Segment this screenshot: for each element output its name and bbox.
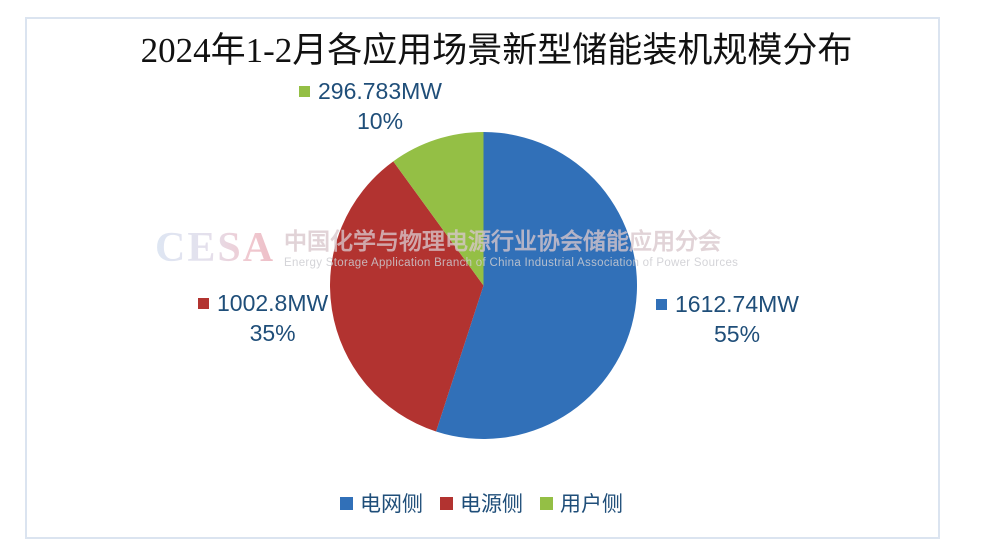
chart-frame (25, 17, 940, 539)
legend-item-user-side: 用户侧 (540, 490, 623, 516)
legend-label: 用户侧 (560, 492, 623, 516)
data-label-user-side: 296.783MW 10% (299, 78, 442, 135)
pie-slice-电网侧 (436, 132, 637, 439)
data-label-value: 1002.8MW (217, 290, 329, 316)
power-side-marker-icon (198, 298, 209, 309)
legend-label: 电源侧 (460, 492, 523, 516)
data-label-value: 296.783MW (318, 78, 443, 104)
legend: 电网侧 电源侧 用户侧 (25, 490, 938, 516)
pie-slice-电源侧 (330, 161, 484, 432)
legend-item-power-side: 电源侧 (440, 490, 523, 516)
data-label-percent: 55% (713, 321, 761, 347)
data-label-power-side: 1002.8MW 35% (198, 290, 328, 347)
data-label-row: 296.783MW (299, 78, 442, 105)
data-label-row: 1002.8MW (198, 290, 328, 317)
chart-title: 2024年1-2月各应用场景新型储能装机规模分布 (140, 31, 853, 70)
pie-chart (330, 132, 637, 439)
grid-side-marker-icon (656, 299, 667, 310)
legend-label: 电网侧 (360, 492, 423, 516)
legend-marker-icon (440, 496, 453, 510)
data-label-percent: 10% (356, 108, 404, 134)
data-label-grid-side: 1612.74MW 55% (656, 291, 799, 348)
data-label-value: 1612.74MW (675, 291, 800, 317)
legend-marker-icon (540, 496, 553, 510)
data-label-row: 1612.74MW (656, 291, 799, 318)
data-label-percent: 35% (249, 320, 296, 346)
legend-item-grid-side: 电网侧 (340, 490, 423, 516)
user-side-marker-icon (299, 86, 310, 97)
legend-marker-icon (340, 496, 353, 510)
pie-slice-用户侧 (393, 132, 484, 286)
